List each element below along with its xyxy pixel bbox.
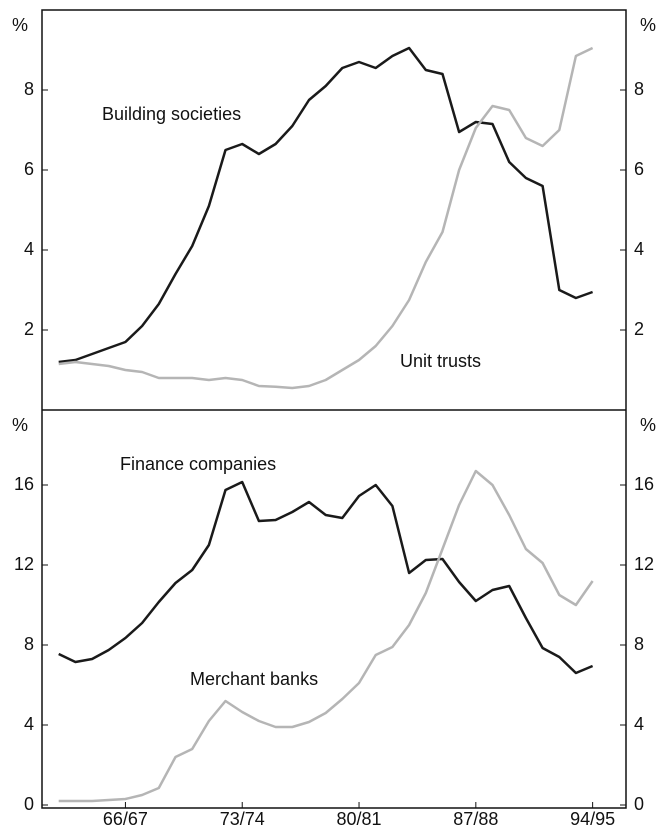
series-label: Unit trusts	[400, 351, 481, 371]
y-tick-label: 16	[14, 474, 34, 494]
y-tick-label-right: 8	[634, 634, 644, 654]
y-unit-label: %	[12, 15, 28, 35]
series-line	[58, 469, 594, 803]
y-tick-label: 2	[24, 319, 34, 339]
y-tick-label: 0	[24, 794, 34, 814]
y-tick-label: 8	[24, 634, 34, 654]
y-tick-label: 4	[24, 714, 34, 734]
x-tick-label: 66/67	[103, 809, 148, 829]
series-line	[58, 480, 594, 675]
y-tick-label: 6	[24, 159, 34, 179]
y-unit-label-right: %	[640, 15, 656, 35]
y-unit-label-right: %	[640, 415, 656, 435]
series-label: Building societies	[102, 104, 241, 124]
x-tick-label: 87/88	[453, 809, 498, 829]
y-tick-label-right: 2	[634, 319, 644, 339]
y-tick-label: 12	[14, 554, 34, 574]
y-tick-label: 8	[24, 79, 34, 99]
series-label: Merchant banks	[190, 669, 318, 689]
y-tick-label-right: 8	[634, 79, 644, 99]
y-tick-label-right: 16	[634, 474, 654, 494]
y-tick-label-right: 12	[634, 554, 654, 574]
y-tick-label-right: 6	[634, 159, 644, 179]
y-tick-label-right: 0	[634, 794, 644, 814]
y-tick-label: 4	[24, 239, 34, 259]
x-tick-label: 80/81	[337, 809, 382, 829]
y-tick-label-right: 4	[634, 714, 644, 734]
series-label: Finance companies	[120, 454, 276, 474]
y-tick-label-right: 4	[634, 239, 644, 259]
frame	[41, 9, 627, 809]
y-unit-label: %	[12, 415, 28, 435]
series-line	[58, 46, 594, 390]
x-tick-label: 73/74	[220, 809, 265, 829]
x-tick-label: 94/95	[570, 809, 615, 829]
series-line	[58, 46, 594, 364]
